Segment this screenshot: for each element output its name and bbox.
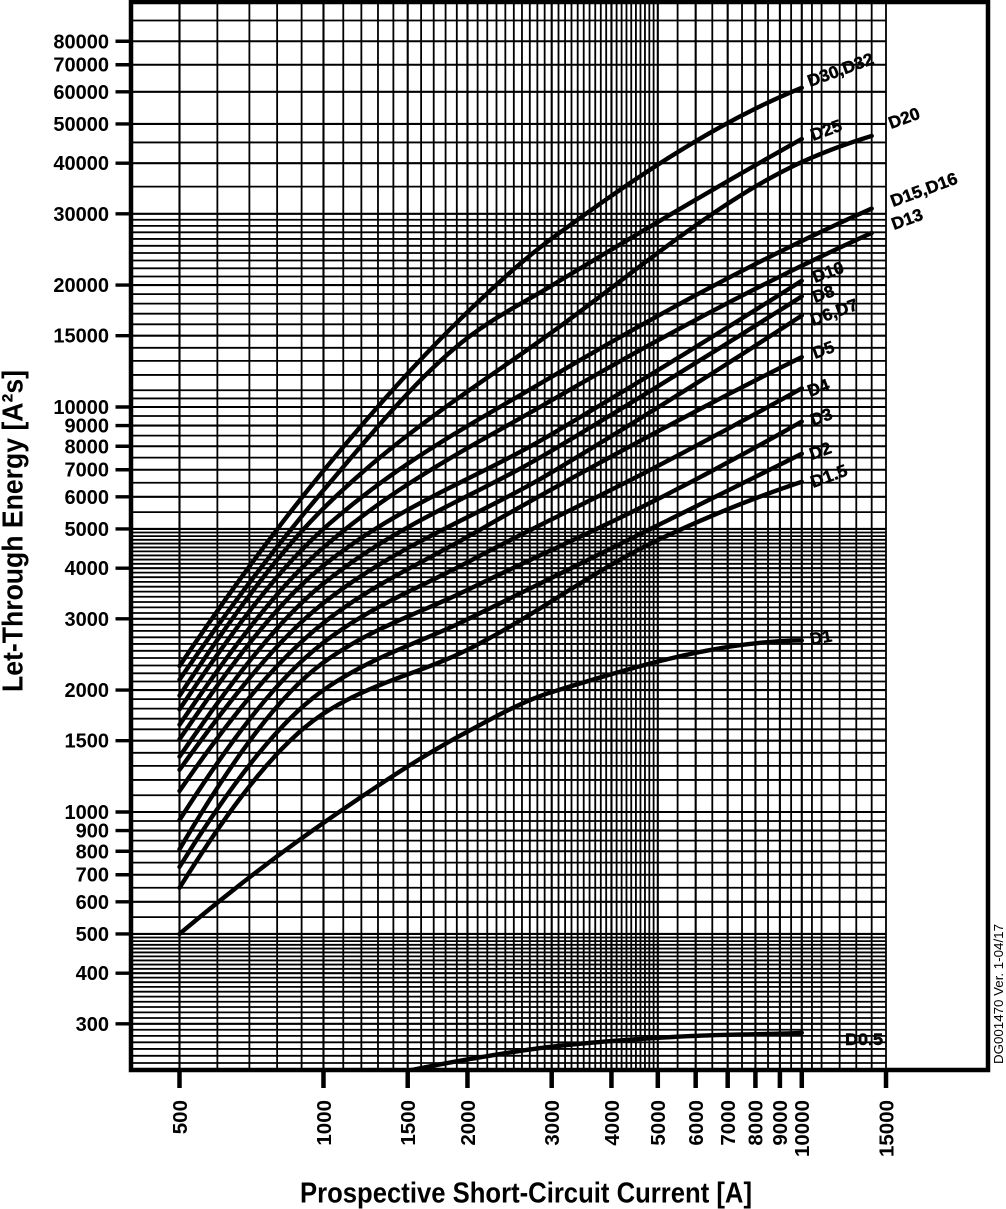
svg-text:5000: 5000 — [65, 519, 110, 541]
svg-text:700: 700 — [76, 865, 109, 887]
svg-text:9000: 9000 — [65, 416, 110, 438]
svg-text:7000: 7000 — [65, 460, 110, 482]
svg-text:4000: 4000 — [65, 558, 110, 580]
svg-text:3000: 3000 — [65, 609, 110, 631]
svg-text:60000: 60000 — [53, 82, 109, 104]
svg-text:800: 800 — [76, 841, 109, 863]
svg-text:300: 300 — [76, 1014, 109, 1036]
svg-text:D0.5: D0.5 — [845, 1030, 883, 1049]
svg-text:1000: 1000 — [65, 802, 110, 824]
svg-text:70000: 70000 — [53, 55, 109, 77]
svg-text:2000: 2000 — [65, 680, 110, 702]
svg-text:9000: 9000 — [769, 1100, 792, 1146]
svg-text:Let-Through Energy [A²s]: Let-Through Energy [A²s] — [0, 370, 30, 692]
svg-text:4000: 4000 — [601, 1100, 624, 1146]
svg-text:5000: 5000 — [647, 1100, 670, 1146]
svg-text:20000: 20000 — [53, 275, 109, 297]
svg-text:6000: 6000 — [65, 487, 110, 509]
svg-text:8000: 8000 — [65, 436, 110, 458]
svg-text:7000: 7000 — [717, 1100, 740, 1146]
svg-text:2000: 2000 — [457, 1100, 480, 1146]
svg-text:1000: 1000 — [313, 1100, 336, 1146]
svg-text:DG001470 Ver. 1-04/17: DG001470 Ver. 1-04/17 — [991, 924, 1006, 1064]
svg-text:10000: 10000 — [791, 1100, 814, 1157]
svg-text:500: 500 — [76, 924, 109, 946]
svg-text:15000: 15000 — [53, 326, 109, 348]
svg-text:D1: D1 — [808, 626, 833, 649]
svg-text:80000: 80000 — [53, 31, 109, 53]
svg-text:500: 500 — [169, 1100, 192, 1134]
svg-text:50000: 50000 — [53, 114, 109, 136]
svg-text:8000: 8000 — [745, 1100, 768, 1146]
svg-text:600: 600 — [76, 892, 109, 914]
svg-text:10000: 10000 — [53, 397, 109, 419]
svg-text:900: 900 — [76, 821, 109, 843]
svg-text:1500: 1500 — [65, 731, 110, 753]
svg-text:Prospective Short-Circuit Curr: Prospective Short-Circuit Current [A] — [300, 1178, 752, 1209]
svg-text:6000: 6000 — [685, 1100, 708, 1146]
svg-text:40000: 40000 — [53, 153, 109, 175]
svg-text:1500: 1500 — [397, 1100, 420, 1146]
svg-text:15000: 15000 — [875, 1100, 898, 1157]
svg-text:30000: 30000 — [53, 204, 109, 226]
svg-text:3000: 3000 — [541, 1100, 564, 1146]
svg-text:400: 400 — [76, 963, 109, 985]
